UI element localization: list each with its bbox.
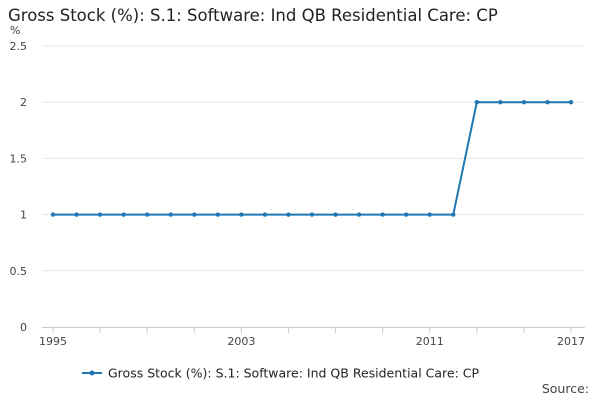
data-point[interactable] — [309, 212, 315, 217]
x-axis — [42, 327, 585, 333]
data-point[interactable] — [498, 100, 503, 105]
data-point[interactable] — [215, 212, 221, 217]
y-tick-label: 1 — [20, 209, 27, 222]
y-tick-label: 2 — [20, 96, 27, 109]
data-point[interactable] — [356, 212, 362, 217]
legend-marker-swatch — [89, 370, 95, 376]
data-point[interactable] — [545, 100, 550, 105]
legend-series-label: Gross Stock (%): S.1: Software: Ind QB R… — [108, 366, 480, 381]
x-axis-tick-labels: 1995 2003 2011 2017 — [39, 335, 585, 348]
data-point[interactable] — [262, 212, 268, 217]
data-point[interactable] — [168, 212, 173, 217]
data-point[interactable] — [286, 212, 291, 217]
data-point[interactable] — [427, 212, 432, 217]
data-point[interactable] — [333, 212, 338, 217]
data-point[interactable] — [403, 212, 409, 217]
data-point[interactable] — [380, 212, 385, 217]
data-point[interactable] — [121, 212, 126, 217]
x-tick-label: 2011 — [416, 335, 444, 348]
data-point[interactable] — [50, 212, 56, 217]
grid-lines — [42, 45, 585, 272]
data-point[interactable] — [568, 100, 574, 105]
series-layer — [50, 100, 574, 217]
legend[interactable]: Gross Stock (%): S.1: Software: Ind QB R… — [82, 366, 480, 381]
data-point[interactable] — [192, 212, 197, 217]
data-point[interactable] — [451, 212, 456, 217]
data-point[interactable] — [521, 100, 527, 105]
data-point[interactable] — [474, 100, 480, 105]
data-point[interactable] — [74, 212, 79, 217]
y-tick-label: 1.5 — [10, 152, 28, 165]
x-tick-label: 2017 — [557, 335, 585, 348]
source-label: Source: — [542, 381, 589, 396]
y-tick-label: 0.5 — [10, 265, 28, 278]
x-tick-label: 1995 — [39, 335, 67, 348]
chart-title: Gross Stock (%): S.1: Software: Ind QB R… — [8, 6, 498, 25]
data-point[interactable] — [97, 212, 103, 217]
y-axis-unit-label: % — [10, 24, 20, 37]
y-tick-label: 2.5 — [10, 40, 28, 53]
y-axis-tick-labels: 0 0.5 1 1.5 2 2.5 — [10, 40, 28, 334]
y-tick-label: 0 — [20, 321, 27, 334]
x-tick-label: 2003 — [227, 335, 255, 348]
data-point[interactable] — [144, 212, 150, 217]
data-point[interactable] — [239, 212, 244, 217]
